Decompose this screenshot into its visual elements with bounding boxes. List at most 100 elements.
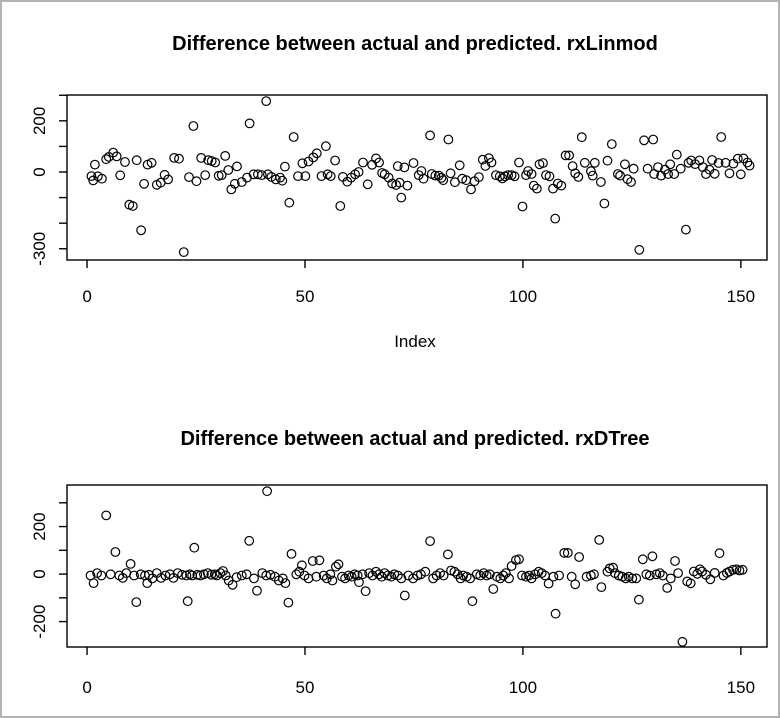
data-point-marker — [438, 570, 449, 581]
data-point-marker — [517, 570, 527, 581]
data-point-marker — [399, 590, 410, 601]
y-tick-label: 0 — [30, 569, 49, 578]
data-point-marker — [543, 578, 554, 589]
data-point-marker — [506, 561, 517, 571]
data-point-marker — [716, 132, 727, 142]
data-point-marker — [606, 139, 617, 150]
data-point-marker — [631, 573, 642, 584]
data-point-marker — [675, 163, 686, 174]
data-point-marker — [436, 172, 447, 183]
data-point-marker — [402, 180, 413, 191]
data-point-marker — [229, 178, 240, 189]
data-point-marker — [231, 572, 242, 583]
data-point-marker — [226, 184, 237, 195]
data-point-marker — [599, 198, 610, 209]
x-tick-label: 0 — [82, 678, 91, 697]
data-point-marker — [548, 571, 559, 582]
data-point-marker — [670, 556, 680, 566]
data-point-marker — [559, 547, 570, 558]
data-point-marker — [139, 178, 150, 189]
data-point-marker — [284, 197, 295, 208]
data-point-marker — [634, 594, 644, 605]
data-point-marker — [182, 596, 193, 607]
data-point-marker — [244, 535, 255, 546]
data-point-marker — [589, 569, 599, 580]
data-point-marker — [677, 636, 688, 647]
data-point-marker — [252, 585, 262, 596]
data-point-marker — [532, 183, 542, 194]
data-point-marker — [352, 570, 363, 581]
data-point-marker — [331, 561, 341, 572]
data-point-marker — [683, 157, 694, 168]
data-point-marker — [509, 171, 520, 182]
data-point-marker — [131, 597, 142, 608]
data-point-marker — [220, 570, 231, 581]
data-point-marker — [579, 157, 590, 168]
data-point-marker — [586, 166, 596, 177]
data-point-marker — [252, 169, 263, 180]
linmod-plot-canvas: 0 50 100 150 200 0 -300 — [30, 94, 768, 306]
data-point-marker — [420, 566, 431, 577]
data-point-marker — [644, 570, 655, 581]
data-point-marker — [564, 150, 574, 161]
dtree-plot-canvas: 0 50 100 150 200 0 -200 — [30, 484, 768, 697]
data-point-marker — [742, 157, 753, 168]
data-point-marker — [283, 597, 294, 608]
data-point-marker — [286, 548, 297, 559]
data-point-marker — [399, 162, 410, 173]
data-point-marker — [438, 175, 449, 186]
data-point-marker — [484, 569, 495, 580]
data-point-marker — [544, 171, 555, 182]
data-point-marker — [354, 577, 364, 588]
data-point-marker — [241, 569, 252, 580]
data-point-marker — [737, 564, 748, 575]
data-point-marker — [163, 174, 174, 185]
data-point-marker — [486, 157, 497, 168]
data-point-marker — [236, 570, 247, 581]
data-point-marker — [594, 534, 605, 545]
data-point-marker — [425, 130, 436, 141]
data-point-marker — [498, 570, 509, 581]
data-point-marker — [169, 152, 180, 163]
data-point-marker — [538, 158, 548, 168]
data-point-marker — [681, 224, 691, 235]
plot-box — [66, 94, 768, 261]
y-tick-label: 200 — [30, 107, 49, 135]
data-point-marker — [209, 569, 220, 580]
data-point-marker — [311, 148, 322, 159]
data-point-marker — [514, 554, 524, 565]
data-point-marker — [297, 158, 308, 169]
data-point-marker — [316, 171, 327, 182]
data-point-marker — [340, 573, 351, 584]
data-point-marker — [628, 163, 639, 174]
data-point-marker — [311, 571, 322, 582]
data-point-marker — [89, 159, 100, 170]
data-point-marker — [111, 151, 122, 162]
data-point-marker — [101, 154, 112, 165]
data-point-marker — [707, 155, 717, 165]
data-point-marker — [333, 559, 344, 570]
data-point-marker — [728, 564, 738, 575]
data-point-marker — [445, 168, 456, 179]
x-tick-label: 50 — [296, 287, 315, 306]
data-point-marker — [455, 573, 466, 584]
data-point-marker — [622, 174, 633, 185]
data-point-marker — [648, 134, 659, 145]
data-point-marker — [227, 579, 238, 590]
data-point-marker — [127, 201, 138, 211]
data-point-marker — [735, 169, 746, 180]
data-point-marker — [602, 155, 613, 166]
data-point-marker — [88, 578, 99, 589]
data-point-marker — [206, 569, 217, 580]
data-point-marker — [249, 573, 259, 584]
data-point-marker — [497, 173, 508, 184]
data-point-marker — [634, 244, 645, 255]
data-point-marker — [360, 586, 371, 597]
data-point-marker — [177, 569, 188, 580]
data-point-marker — [184, 569, 195, 580]
data-point-marker — [665, 573, 676, 584]
data-point-marker — [713, 158, 724, 168]
data-point-marker — [392, 161, 403, 172]
data-point-marker — [142, 578, 153, 589]
data-point-marker — [196, 152, 207, 163]
